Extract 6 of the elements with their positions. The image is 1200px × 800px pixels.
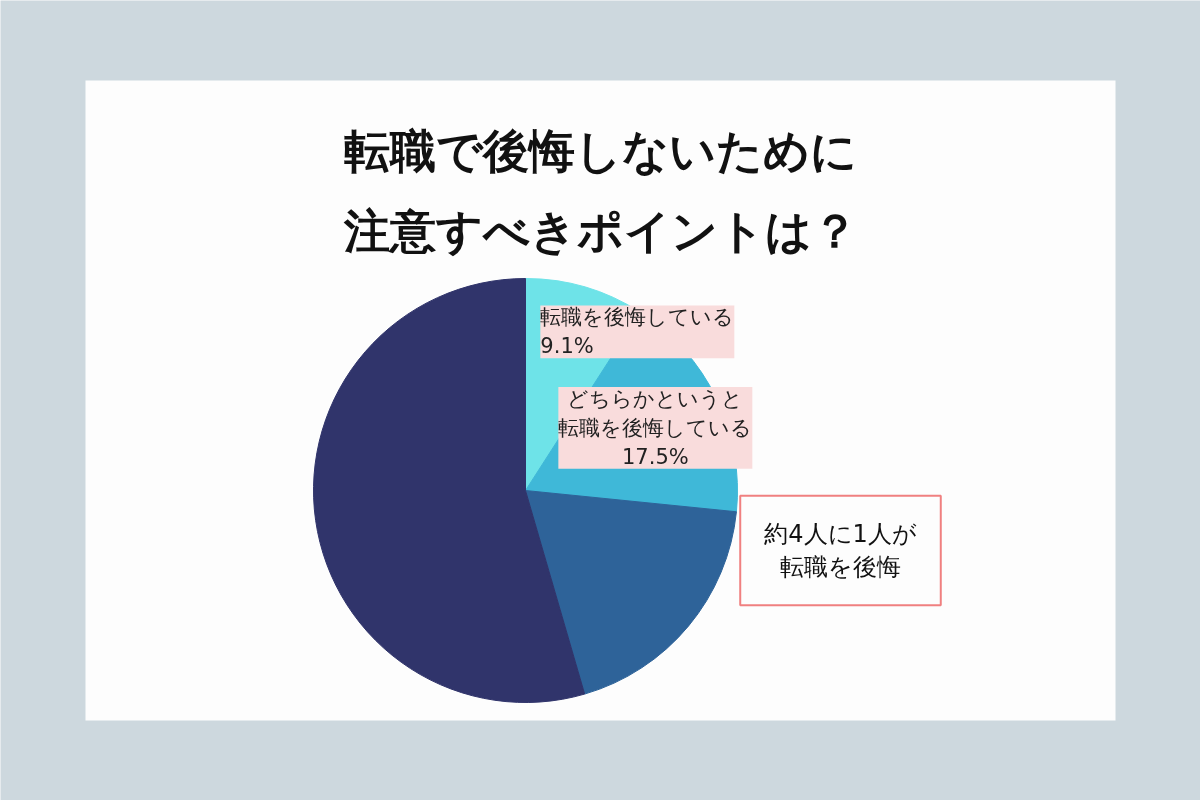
text: 約4人に1人が転職を後悔 bbox=[764, 519, 917, 582]
data-label: 9.1% bbox=[540, 334, 594, 359]
slice-label: どちらかというと転職を後悔している bbox=[558, 387, 753, 440]
data-label: 17.5% bbox=[622, 444, 689, 469]
chart-title: 転職で後悔しないために注意すべきポイントは？ bbox=[342, 123, 858, 258]
slice-label: 転職を後悔している bbox=[540, 305, 735, 330]
